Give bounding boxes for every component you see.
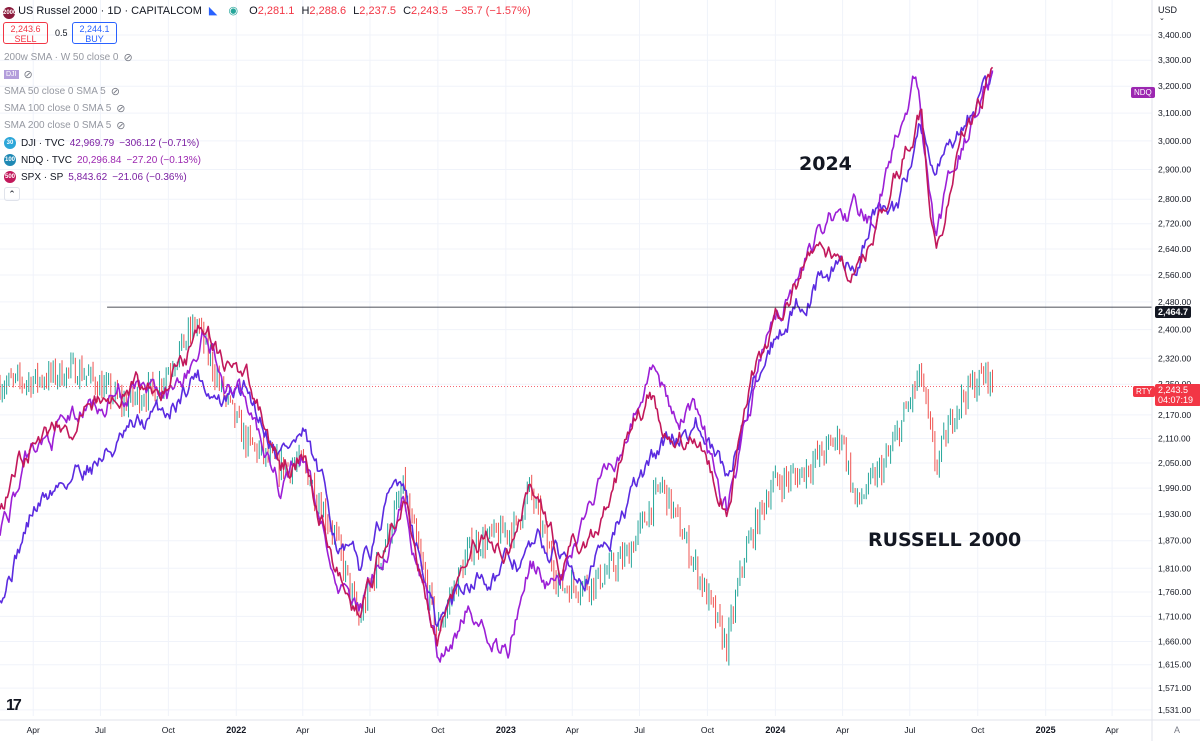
indicator-sma-50[interactable]: SMA 50 close 0 SMA 5 ⊘ xyxy=(4,86,120,98)
x-tick-label: Jul xyxy=(904,725,915,735)
stacked-badge: DJI xyxy=(4,70,19,79)
status-dot-icon: ◉ xyxy=(228,5,239,17)
eye-icon[interactable]: ⊘ xyxy=(23,69,33,81)
x-tick-label: Apr xyxy=(836,725,849,735)
x-tick-label: Apr xyxy=(296,725,309,735)
y-axis[interactable]: 3,400.00 3,300.00 3,200.00 3,100.00 3,000.00… xyxy=(1151,0,1191,741)
x-tick-label: Jul xyxy=(634,725,645,735)
y-tick-label: 1,660.00 xyxy=(1158,636,1191,646)
x-tick-label: Oct xyxy=(431,725,445,735)
x-tick-label: Oct xyxy=(701,725,715,735)
auto-scale-button[interactable]: A xyxy=(1174,725,1181,735)
x-tick-label: Apr xyxy=(1106,725,1119,735)
y-tick-label: 2,110.00 xyxy=(1158,434,1191,444)
y-tick-label: 1,615.00 xyxy=(1158,660,1191,670)
rty-axis-tag: RTY xyxy=(1133,386,1155,397)
spread-value: 0.5 xyxy=(55,28,68,38)
x-tick-label: 2023 xyxy=(496,725,516,735)
eye-icon[interactable]: ⊘ xyxy=(116,103,126,115)
overlays-layer xyxy=(0,306,1152,388)
y-tick-label: 3,100.00 xyxy=(1158,108,1191,118)
indicator-sma-200[interactable]: SMA 200 close 0 SMA 5 ⊘ xyxy=(4,120,126,132)
buy-button[interactable]: 2,244.1 BUY xyxy=(72,22,117,44)
lines-layer xyxy=(0,66,994,663)
x-tick-label: 2022 xyxy=(226,725,246,735)
y-tick-label: 3,000.00 xyxy=(1158,136,1191,146)
y-tick-label: 2,900.00 xyxy=(1158,165,1191,175)
x-axis[interactable]: Apr Jul Oct 2022 Apr Jul Oct 2023 Apr Jul Oct 2024 A… xyxy=(0,719,1200,735)
x-tick-label: 2025 xyxy=(1036,725,1056,735)
compare-spx[interactable]: 500 SPX · SP 5,843.62 −21.06 (−0.36%) xyxy=(4,171,187,183)
sell-button[interactable]: 2,243.6 SELL xyxy=(3,22,48,44)
y-tick-label: 1,870.00 xyxy=(1158,536,1191,546)
x-tick-label: 2024 xyxy=(765,725,785,735)
spx-line xyxy=(0,66,994,647)
y-tick-label: 2,800.00 xyxy=(1158,194,1191,204)
x-tick-label: Jul xyxy=(365,725,376,735)
y-tick-label: 3,200.00 xyxy=(1158,81,1191,91)
y-tick-label: 2,720.00 xyxy=(1158,219,1191,229)
x-tick-label: Oct xyxy=(162,725,176,735)
y-tick-label: 1,571.00 xyxy=(1158,683,1191,693)
ndq-line xyxy=(0,70,994,663)
y-tick-label: 2,400.00 xyxy=(1158,325,1191,335)
ndq-axis-tag: NDQ xyxy=(1131,87,1155,98)
eye-icon[interactable]: ⊘ xyxy=(116,120,126,132)
y-tick-label: 2,640.00 xyxy=(1158,244,1191,254)
eye-icon[interactable]: ⊘ xyxy=(110,86,120,98)
price-change: −35.7 (−1.57%) xyxy=(454,5,531,17)
symbol-logo-icon: 2000 xyxy=(3,7,16,19)
symbol-header: 2000 US Russel 2000 · 1D · CAPITALCOM ◣ … xyxy=(3,5,531,19)
spx-logo-icon: 500 xyxy=(4,171,16,183)
y-tick-label: 2,170.00 xyxy=(1158,410,1191,420)
ndq-logo-icon: 100 xyxy=(4,154,16,166)
compare-ndq[interactable]: 100 NDQ · TVC 20,296.84 −27.20 (−0.13%) xyxy=(4,154,201,166)
y-tick-label: 1,990.00 xyxy=(1158,483,1191,493)
y-tick-label: 1,930.00 xyxy=(1158,509,1191,519)
y-tick-label: 2,320.00 xyxy=(1158,353,1191,363)
dji-line xyxy=(0,71,994,627)
y-tick-label: 3,400.00 xyxy=(1158,30,1191,40)
tradingview-logo-icon[interactable]: 17 xyxy=(6,697,22,714)
y-tick-label: 2,480.00 xyxy=(1158,297,1191,307)
y-tick-label: 1,710.00 xyxy=(1158,611,1191,621)
chevron-up-icon: ⌃ xyxy=(8,188,16,199)
currency-selector[interactable]: USD xyxy=(1158,5,1178,15)
stacked-symbols[interactable]: DJI ⊘ xyxy=(4,68,33,81)
y-tick-label: 2,050.00 xyxy=(1158,458,1191,468)
y-tick-label: 1,531.00 xyxy=(1158,705,1191,715)
candles-layer xyxy=(0,314,993,666)
y-tick-label: 1,810.00 xyxy=(1158,563,1191,573)
y-tick-label: 3,300.00 xyxy=(1158,55,1191,65)
horizontal-level-tag[interactable]: 2,464.7 xyxy=(1155,306,1192,318)
ohlc-open: O2,281.1 xyxy=(249,5,295,17)
grid-layer xyxy=(0,0,1152,716)
x-tick-label: Jul xyxy=(95,725,106,735)
last-price-tag: 2,243.5 04:07:19 xyxy=(1155,384,1200,406)
y-tick-label: 2,560.00 xyxy=(1158,270,1191,280)
x-tick-label: Apr xyxy=(27,725,40,735)
symbol-title[interactable]: US Russel 2000 · 1D · CAPITALCOM xyxy=(18,5,202,17)
eye-icon[interactable]: ⊘ xyxy=(123,52,133,64)
chevron-down-icon[interactable]: ⌄ xyxy=(1159,15,1165,22)
annotation-2024: 2024 xyxy=(799,153,852,175)
y-tick-label: 1,760.00 xyxy=(1158,587,1191,597)
x-tick-label: Apr xyxy=(566,725,579,735)
indicator-sma-100[interactable]: SMA 100 close 0 SMA 5 ⊘ xyxy=(4,103,126,115)
dji-logo-icon: 30 xyxy=(4,137,16,149)
collapse-legend-button[interactable]: ⌃ xyxy=(4,187,20,201)
flag-icon[interactable]: ◣ xyxy=(208,5,218,17)
indicator-200w-sma[interactable]: 200w SMA · W 50 close 0 ⊘ xyxy=(4,52,133,64)
x-tick-label: Oct xyxy=(971,725,985,735)
annotation-russell: RUSSELL 2000 xyxy=(868,529,1022,551)
compare-dji[interactable]: 30 DJI · TVC 42,969.79 −306.12 (−0.71%) xyxy=(4,137,199,149)
